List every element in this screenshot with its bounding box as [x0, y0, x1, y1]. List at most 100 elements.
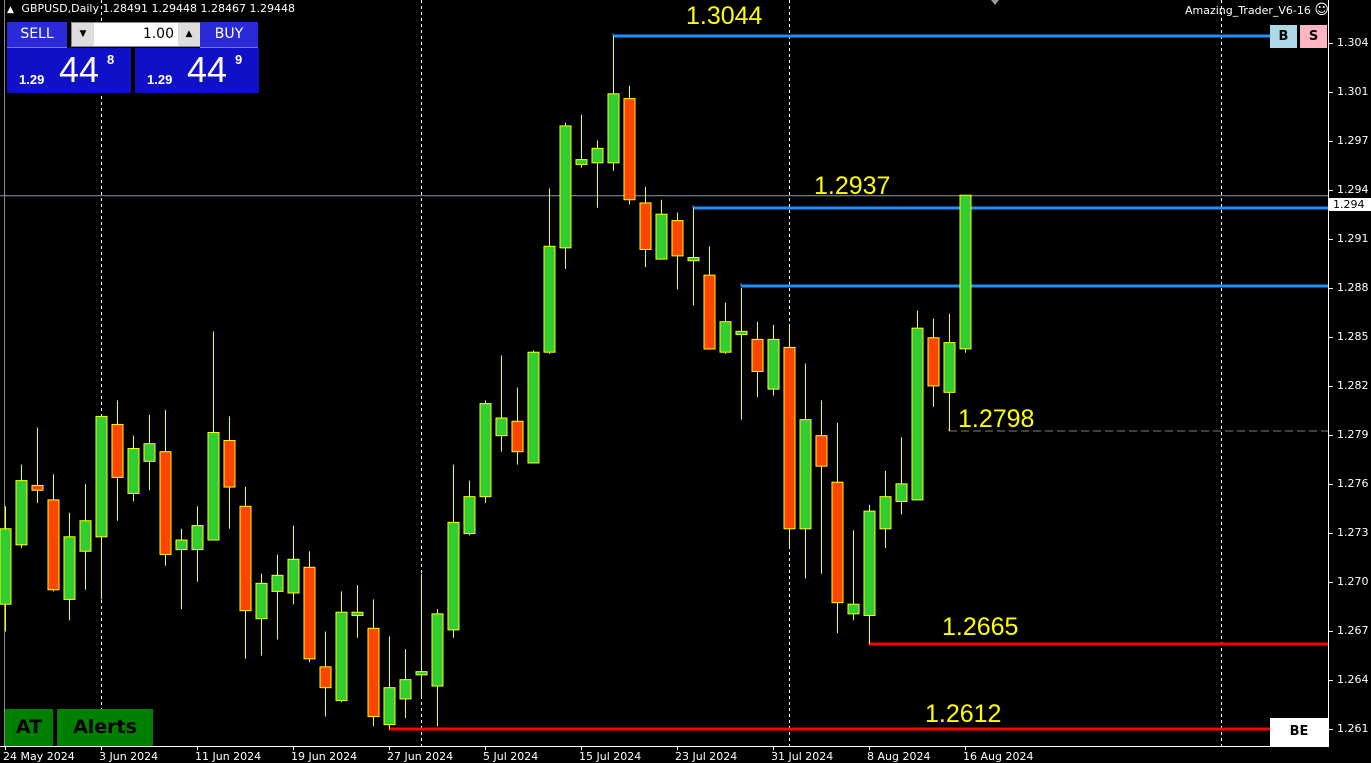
- bullish-candle: [799, 419, 812, 530]
- bullish-candle: [591, 147, 604, 164]
- bullish-candle: [95, 415, 108, 538]
- bullish-candle: [943, 342, 956, 393]
- bullish-candle: [175, 539, 188, 551]
- bearish-candle: [751, 338, 764, 372]
- bearish-candle: [31, 484, 44, 491]
- buy-price-button[interactable]: 1.29 44 9: [135, 48, 259, 93]
- bearish-candle: [159, 451, 172, 555]
- x-tick-label: 27 Jun 2024: [387, 750, 454, 763]
- bullish-candle: [79, 520, 92, 552]
- lot-size-input[interactable]: ▼ 1.00 ▲: [71, 22, 201, 47]
- ohlc-open: 1.28491: [102, 2, 148, 15]
- bullish-candle: [895, 483, 908, 502]
- bullish-candle: [479, 403, 492, 498]
- y-tick-label: 1.276: [1337, 477, 1369, 490]
- bullish-candle: [719, 321, 732, 353]
- bullish-candle: [287, 558, 300, 594]
- bullish-candle: [735, 330, 748, 336]
- x-tick-label: 15 Jul 2024: [579, 750, 642, 763]
- bullish-candle: [143, 443, 156, 462]
- expert-advisor-label[interactable]: Amazing_Trader_V6-16 ☺: [1185, 2, 1329, 18]
- b-button[interactable]: B: [1270, 25, 1297, 48]
- bullish-candle: [911, 327, 924, 501]
- y-tick-label: 1.279: [1337, 428, 1369, 441]
- bullish-candle: [63, 536, 76, 600]
- current-price-label: 1.294: [1329, 198, 1371, 211]
- shift-marker-icon: [991, 0, 999, 5]
- y-tick-label: 1.282: [1337, 379, 1369, 392]
- bearish-candle: [927, 337, 940, 387]
- bullish-candle: [463, 496, 476, 535]
- bullish-candle: [767, 338, 780, 390]
- y-tick-label: 1.301: [1337, 85, 1369, 98]
- lot-decrease-icon[interactable]: ▼: [72, 23, 94, 46]
- bearish-candle: [223, 439, 236, 488]
- y-tick-label: 1.273: [1337, 526, 1369, 539]
- sell-button[interactable]: SELL: [7, 22, 67, 48]
- bearish-candle: [303, 566, 316, 660]
- bearish-candle: [671, 220, 684, 257]
- level-label: 1.3044: [686, 2, 763, 30]
- bullish-candle: [191, 525, 204, 551]
- bullish-candle: [543, 245, 556, 353]
- bullish-candle: [431, 613, 444, 687]
- bullish-candle: [271, 574, 284, 592]
- level-label: 1.2937: [814, 172, 891, 200]
- buy-button[interactable]: BUY: [200, 22, 258, 48]
- buy-price-pips: 44: [187, 49, 228, 90]
- y-tick-label: 1.267: [1337, 624, 1369, 637]
- sell-price-fraction: 8: [107, 52, 115, 67]
- bullish-candle: [415, 671, 428, 676]
- bullish-candle: [527, 351, 540, 464]
- bullish-candle: [655, 213, 668, 260]
- sell-price-pips: 44: [59, 49, 100, 90]
- alerts-button[interactable]: Alerts: [57, 709, 153, 746]
- s-button[interactable]: S: [1300, 25, 1327, 48]
- bullish-candle: [495, 417, 508, 437]
- bullish-candle: [15, 480, 28, 546]
- at-button[interactable]: AT: [5, 709, 53, 746]
- bullish-candle: [351, 611, 364, 616]
- chart-header: ▲ GBPUSD,Daily 1.28491 1.29448 1.28467 1…: [7, 2, 295, 15]
- x-tick-label: 3 Jun 2024: [99, 750, 159, 763]
- be-button[interactable]: BE: [1270, 718, 1328, 746]
- bearish-candle: [639, 202, 652, 250]
- bullish-candle: [559, 125, 572, 249]
- bearish-candle: [783, 346, 796, 530]
- bearish-candle: [703, 274, 716, 350]
- buy-price-fraction: 9: [235, 52, 243, 67]
- lot-increase-icon[interactable]: ▲: [178, 23, 200, 46]
- bearish-candle: [831, 481, 844, 604]
- sell-price-prefix: 1.29: [19, 72, 45, 87]
- bullish-candle: [383, 687, 396, 726]
- bullish-candle: [863, 510, 876, 616]
- y-tick-label: 1.291: [1337, 232, 1369, 245]
- x-tick-label: 16 Aug 2024: [963, 750, 1034, 763]
- symbol-timeframe: GBPUSD,Daily: [21, 2, 99, 15]
- y-tick-label: 1.261: [1337, 722, 1369, 735]
- triangle-up-icon[interactable]: ▲: [7, 5, 14, 15]
- ohlc-close: 1.29448: [249, 2, 295, 15]
- bullish-candle: [207, 431, 220, 541]
- level-label: 1.2612: [925, 700, 1002, 728]
- expert-name: Amazing_Trader_V6-16: [1184, 4, 1311, 17]
- bullish-candle: [399, 679, 412, 700]
- x-tick-label: 19 Jun 2024: [291, 750, 358, 763]
- x-tick-label: 31 Jul 2024: [771, 750, 834, 763]
- x-tick-label: 8 Aug 2024: [867, 750, 931, 763]
- bullish-candle: [607, 93, 620, 164]
- bullish-candle: [447, 521, 460, 631]
- bearish-candle: [47, 499, 60, 591]
- bullish-candle: [0, 528, 12, 605]
- bullish-candle: [335, 611, 348, 702]
- bullish-candle: [255, 582, 268, 620]
- bearish-candle: [623, 98, 636, 201]
- bullish-candle: [687, 257, 700, 262]
- lot-value[interactable]: 1.00: [142, 26, 174, 42]
- bearish-candle: [239, 505, 252, 612]
- smiley-icon: ☺: [1314, 2, 1329, 18]
- y-tick-label: 1.288: [1337, 281, 1369, 294]
- bearish-candle: [511, 420, 524, 453]
- sell-price-button[interactable]: 1.29 44 8: [7, 48, 131, 93]
